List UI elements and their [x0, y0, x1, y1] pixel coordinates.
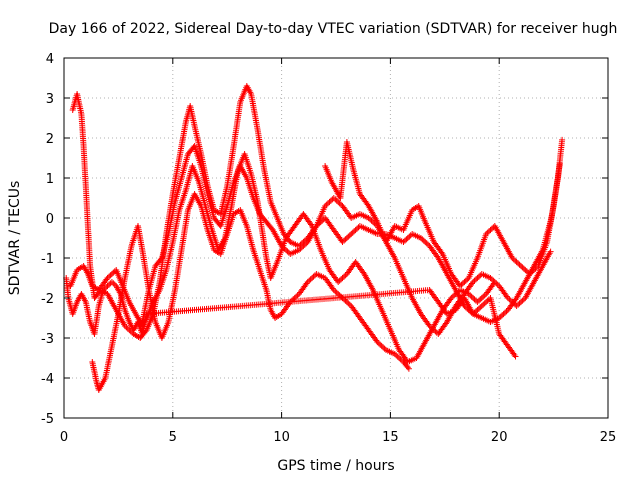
satellite-track-2	[89, 191, 412, 393]
y-tick-label: -1	[41, 252, 54, 267]
satellite-track-2-markers	[89, 191, 412, 393]
y-tick-label: 3	[46, 92, 54, 107]
y-tick-label: -3	[41, 332, 54, 347]
axis-ticks: 0 5 10 15 20 25 -5 -4 -3 -2 -1 0 1 2 3 4	[41, 52, 616, 445]
y-tick-label: -4	[41, 372, 54, 387]
x-tick-label: 15	[382, 430, 399, 445]
y-tick-label: 1	[46, 172, 54, 187]
chart-title: Day 166 of 2022, Sidereal Day-to-day VTE…	[49, 21, 618, 37]
x-tick-label: 20	[491, 430, 508, 445]
satellite-track-4-markers	[139, 143, 554, 337]
satellite-track-4	[139, 143, 554, 337]
satellite-track-6-markers	[63, 275, 519, 360]
satellite-track-5	[322, 139, 563, 289]
satellite-track-3-markers	[69, 83, 566, 341]
x-axis-label: GPS time / hours	[277, 458, 394, 474]
satellite-track-6	[63, 275, 519, 360]
y-tick-label: -2	[41, 292, 54, 307]
grid-lines	[64, 58, 608, 418]
y-tick-label: 0	[46, 212, 54, 227]
satellite-track-5-markers	[322, 139, 563, 289]
x-tick-label: 0	[60, 430, 68, 445]
data-points	[63, 83, 566, 393]
x-tick-label: 10	[273, 430, 290, 445]
y-tick-label: 2	[46, 132, 54, 147]
x-tick-label: 25	[600, 430, 617, 445]
y-tick-label: -5	[41, 412, 54, 427]
y-tick-label: 4	[46, 52, 54, 67]
satellite-track-3	[69, 83, 566, 341]
x-tick-label: 5	[169, 430, 177, 445]
plot-frame	[63, 57, 609, 419]
y-axis-label: SDTVAR / TECUs	[7, 181, 23, 296]
